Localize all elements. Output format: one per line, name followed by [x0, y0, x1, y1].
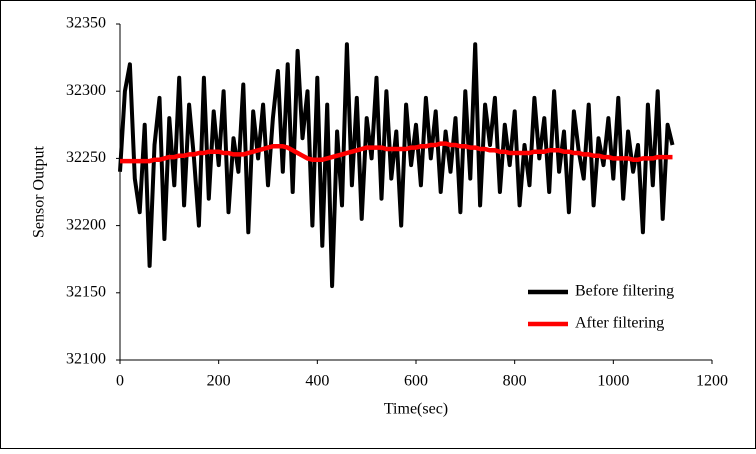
y-tick-label: 32350	[66, 15, 106, 32]
y-tick-label: 32100	[66, 351, 106, 368]
legend-label: Before filtering	[575, 283, 674, 300]
y-tick-label: 32300	[66, 82, 106, 99]
y-axis-title: Sensor Output	[31, 145, 48, 238]
legend-label: After filtering	[575, 315, 664, 332]
x-tick-label: 1200	[696, 373, 728, 390]
x-tick-label: 800	[503, 373, 527, 390]
y-tick-label: 32200	[66, 216, 106, 233]
x-tick-label: 400	[305, 373, 329, 390]
data-line	[120, 141, 673, 164]
y-tick-label: 32150	[66, 283, 106, 300]
x-axis-title: Time(sec)	[384, 401, 448, 418]
x-tick-label: 0	[116, 373, 124, 390]
data-line	[118, 42, 675, 289]
x-tick-label: 1000	[597, 373, 629, 390]
y-tick-label: 32250	[66, 149, 106, 166]
x-tick-label: 600	[404, 373, 428, 390]
x-tick-label: 200	[207, 373, 231, 390]
